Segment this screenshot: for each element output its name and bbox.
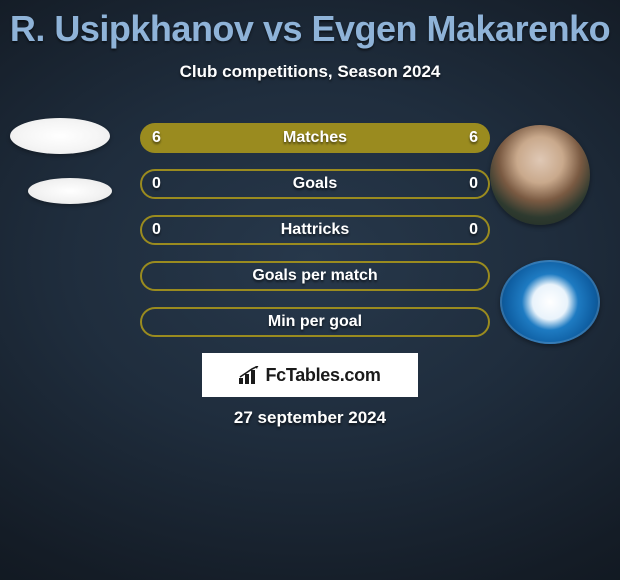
player1-club-badge — [28, 178, 112, 204]
subtitle: Club competitions, Season 2024 — [0, 62, 620, 82]
player1-avatar — [10, 118, 110, 154]
stat-label: Goals per match — [252, 267, 377, 285]
player2-avatar — [490, 125, 590, 225]
stat-value-left: 0 — [152, 175, 161, 193]
stat-row: 0 Goals 0 — [140, 169, 490, 199]
stat-row: Min per goal — [140, 307, 490, 337]
stat-row: 6 Matches 6 — [140, 123, 490, 153]
stats-container: 6 Matches 6 0 Goals 0 0 Hattricks 0 Goals per mat… — [140, 123, 490, 353]
player2-club-badge — [500, 260, 600, 344]
stat-label: Hattricks — [281, 221, 349, 239]
bar-chart-icon — [239, 366, 261, 384]
brand-box: FcTables.com — [202, 353, 418, 397]
stat-value-right: 6 — [469, 129, 478, 147]
date: 27 september 2024 — [0, 408, 620, 428]
stat-label: Min per goal — [268, 313, 362, 331]
stat-label: Matches — [283, 129, 347, 147]
page-title: R. Usipkhanov vs Evgen Makarenko — [0, 0, 620, 50]
stat-label: Goals — [293, 175, 337, 193]
stat-value-right: 0 — [469, 175, 478, 193]
content: R. Usipkhanov vs Evgen Makarenko Club co… — [0, 0, 620, 82]
stat-row: 0 Hattricks 0 — [140, 215, 490, 245]
stat-row: Goals per match — [140, 261, 490, 291]
stat-value-left: 6 — [152, 129, 161, 147]
stat-value-right: 0 — [469, 221, 478, 239]
stat-value-left: 0 — [152, 221, 161, 239]
brand-text: FcTables.com — [265, 365, 380, 386]
